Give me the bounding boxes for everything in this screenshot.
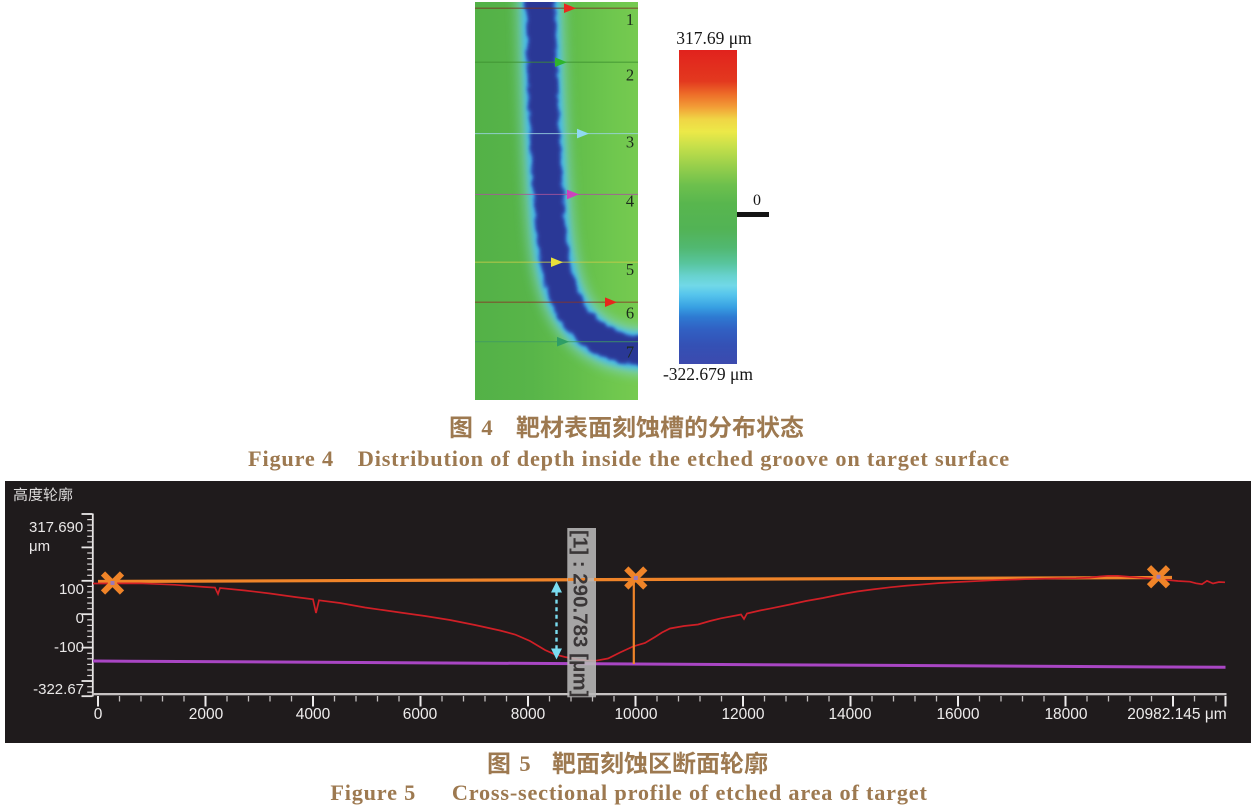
svg-text:2: 2 xyxy=(626,66,634,85)
svg-text:7: 7 xyxy=(626,343,634,362)
svg-text:5: 5 xyxy=(626,260,634,279)
svg-text:4: 4 xyxy=(626,192,634,211)
svg-text:6: 6 xyxy=(626,304,634,323)
svg-text:[1] : 290.783 [μm]: [1] : 290.783 [μm] xyxy=(569,530,592,698)
svg-text:1: 1 xyxy=(626,10,634,29)
svg-text:3: 3 xyxy=(626,133,634,152)
